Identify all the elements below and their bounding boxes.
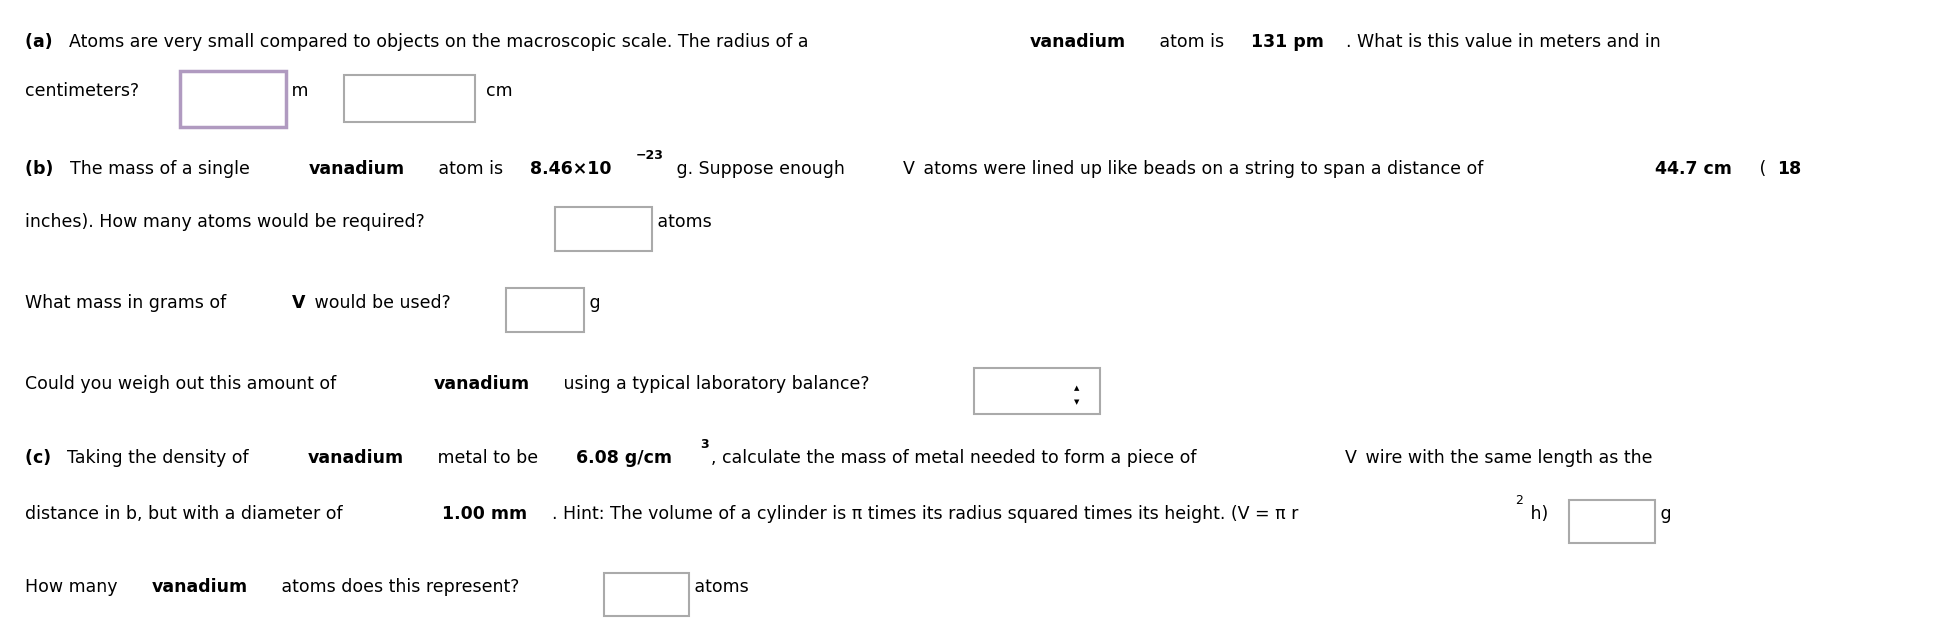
Text: g: g xyxy=(1655,505,1671,523)
Text: g. Suppose enough: g. Suppose enough xyxy=(671,160,851,178)
Text: ▼: ▼ xyxy=(1074,399,1079,406)
Text: atoms does this represent?: atoms does this represent? xyxy=(275,578,531,596)
Text: atom is: atom is xyxy=(432,160,508,178)
Text: V: V xyxy=(903,160,915,178)
Text: 2: 2 xyxy=(1516,494,1523,507)
Text: 131 pm: 131 pm xyxy=(1252,32,1324,50)
Text: cm: cm xyxy=(475,82,514,100)
Text: inches). How many atoms would be required?: inches). How many atoms would be require… xyxy=(25,213,436,231)
Text: . Hint: The volume of a cylinder is π times its radius squared times its height.: . Hint: The volume of a cylinder is π ti… xyxy=(552,505,1298,523)
Text: would be used?: would be used? xyxy=(310,294,461,312)
Text: centimeters?: centimeters? xyxy=(25,82,145,100)
FancyBboxPatch shape xyxy=(605,572,690,616)
FancyBboxPatch shape xyxy=(180,72,287,128)
Text: V: V xyxy=(1345,449,1357,467)
FancyBboxPatch shape xyxy=(554,207,651,251)
Text: wire with the same length as the: wire with the same length as the xyxy=(1360,449,1653,467)
Text: atoms were lined up like beads on a string to span a distance of: atoms were lined up like beads on a stri… xyxy=(919,160,1488,178)
FancyBboxPatch shape xyxy=(506,289,583,332)
Text: vanadium: vanadium xyxy=(434,374,529,392)
Text: atom is: atom is xyxy=(1153,32,1229,50)
Text: vanadium: vanadium xyxy=(1029,32,1126,50)
Text: vanadium: vanadium xyxy=(308,160,405,178)
Text: 3: 3 xyxy=(700,438,709,451)
Text: g: g xyxy=(583,294,601,312)
Text: Taking the density of: Taking the density of xyxy=(66,449,254,467)
Text: (c): (c) xyxy=(25,449,58,467)
FancyBboxPatch shape xyxy=(343,75,475,122)
Text: (: ( xyxy=(1754,160,1771,178)
Text: distance in b, but with a diameter of: distance in b, but with a diameter of xyxy=(25,505,349,523)
Text: m: m xyxy=(287,82,331,100)
Text: atoms: atoms xyxy=(690,578,748,596)
Text: 44.7 cm: 44.7 cm xyxy=(1655,160,1733,178)
Text: −23: −23 xyxy=(636,149,663,162)
Text: atoms: atoms xyxy=(651,213,711,231)
Text: Atoms are very small compared to objects on the macroscopic scale. The radius of: Atoms are very small compared to objects… xyxy=(68,32,814,50)
Text: . What is this value in meters and in: . What is this value in meters and in xyxy=(1345,32,1661,50)
FancyBboxPatch shape xyxy=(975,368,1101,414)
Text: h): h) xyxy=(1525,505,1560,523)
Text: vanadium: vanadium xyxy=(308,449,405,467)
Text: (a): (a) xyxy=(25,32,58,50)
Text: What mass in grams of: What mass in grams of xyxy=(25,294,233,312)
Text: ▲: ▲ xyxy=(1074,385,1079,391)
Text: The mass of a single: The mass of a single xyxy=(70,160,256,178)
Text: vanadium: vanadium xyxy=(151,578,248,596)
Text: 18: 18 xyxy=(1777,160,1800,178)
FancyBboxPatch shape xyxy=(1570,500,1655,544)
Text: 8.46×10: 8.46×10 xyxy=(531,160,612,178)
Text: V: V xyxy=(293,294,306,312)
Text: 6.08 g/cm: 6.08 g/cm xyxy=(576,449,672,467)
Text: How many: How many xyxy=(25,578,124,596)
Text: Could you weigh out this amount of: Could you weigh out this amount of xyxy=(25,374,341,392)
Text: 1.00 mm: 1.00 mm xyxy=(442,505,527,523)
Text: using a typical laboratory balance?: using a typical laboratory balance? xyxy=(558,374,880,392)
Text: metal to be: metal to be xyxy=(432,449,545,467)
Text: , calculate the mass of metal needed to form a piece of: , calculate the mass of metal needed to … xyxy=(711,449,1202,467)
Text: (b): (b) xyxy=(25,160,60,178)
